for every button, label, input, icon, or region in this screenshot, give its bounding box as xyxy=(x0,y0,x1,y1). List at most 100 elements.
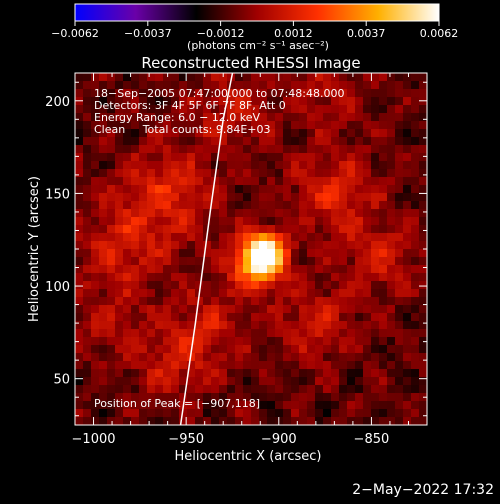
heatmap-cell xyxy=(171,145,180,154)
heatmap-cell xyxy=(219,73,228,82)
heatmap-cell xyxy=(83,209,92,218)
heatmap-cell xyxy=(187,145,196,154)
heatmap-cell xyxy=(163,241,172,250)
heatmap-cell xyxy=(155,161,164,170)
heatmap-cell xyxy=(235,161,244,170)
heatmap-cell xyxy=(139,129,148,138)
heatmap-cell xyxy=(147,217,156,226)
heatmap-cell xyxy=(155,281,164,290)
heatmap-cell xyxy=(371,385,380,394)
heatmap-cell xyxy=(211,233,220,242)
heatmap-cell xyxy=(131,345,140,354)
heatmap-cell xyxy=(179,217,188,226)
heatmap-cell xyxy=(259,361,268,370)
heatmap-cell xyxy=(115,409,124,418)
heatmap-cell xyxy=(347,209,356,218)
heatmap-cell xyxy=(323,145,332,154)
heatmap-cell xyxy=(315,185,324,194)
heatmap-cell xyxy=(195,401,204,410)
heatmap-cell xyxy=(163,393,172,402)
heatmap-cell xyxy=(259,153,268,162)
heatmap-cell xyxy=(235,313,244,322)
heatmap-cell xyxy=(411,393,420,402)
heatmap-cell xyxy=(387,305,396,314)
heatmap-cell xyxy=(299,209,308,218)
heatmap-cell xyxy=(83,177,92,186)
heatmap-cell xyxy=(211,73,220,82)
heatmap-cell xyxy=(91,353,100,362)
heatmap-cell xyxy=(91,105,100,114)
heatmap-cell xyxy=(75,129,84,138)
heatmap-cell xyxy=(147,73,156,82)
heatmap-cell xyxy=(75,345,84,354)
heatmap-cell xyxy=(283,273,292,282)
heatmap-cell xyxy=(387,81,396,90)
heatmap-cell xyxy=(115,273,124,282)
heatmap-cell xyxy=(187,257,196,266)
heatmap-cell xyxy=(371,89,380,98)
heatmap-cell xyxy=(267,337,276,346)
heatmap-cell xyxy=(275,201,284,210)
heatmap-cell xyxy=(299,329,308,338)
heatmap-cell xyxy=(155,185,164,194)
heatmap-cell xyxy=(379,345,388,354)
heatmap-cell xyxy=(179,353,188,362)
heatmap-cell xyxy=(411,289,420,298)
heatmap-cell xyxy=(83,393,92,402)
heatmap-cell xyxy=(75,281,84,290)
heatmap-cell xyxy=(155,321,164,330)
heatmap-cell xyxy=(171,345,180,354)
heatmap-cell xyxy=(107,97,116,106)
heatmap-cell xyxy=(331,153,340,162)
heatmap-cell xyxy=(115,81,124,90)
heatmap-cell xyxy=(363,97,372,106)
heatmap-cell xyxy=(371,217,380,226)
heatmap-cell xyxy=(147,257,156,266)
heatmap-cell xyxy=(115,185,124,194)
heatmap-cell xyxy=(147,193,156,202)
heatmap-cell xyxy=(395,321,404,330)
heatmap-cell xyxy=(419,105,427,114)
heatmap-cell xyxy=(283,353,292,362)
heatmap-cell xyxy=(243,361,252,370)
heatmap-cell xyxy=(115,177,124,186)
heatmap-cell xyxy=(363,353,372,362)
heatmap-cell xyxy=(115,105,124,114)
heatmap-cell xyxy=(187,313,196,322)
heatmap-cell xyxy=(139,409,148,418)
heatmap-cell xyxy=(235,137,244,146)
heatmap-cell xyxy=(179,377,188,386)
heatmap-cell xyxy=(155,313,164,322)
heatmap-cell xyxy=(179,281,188,290)
heatmap-cell xyxy=(163,97,172,106)
heatmap-cell xyxy=(203,345,212,354)
heatmap-cell xyxy=(123,353,132,362)
heatmap-cell xyxy=(203,393,212,402)
heatmap-cell xyxy=(187,281,196,290)
heatmap-cell xyxy=(163,273,172,282)
heatmap-cell xyxy=(323,105,332,114)
heatmap-cell xyxy=(235,369,244,378)
heatmap-cell xyxy=(187,273,196,282)
heatmap-cell xyxy=(355,137,364,146)
heatmap-cell xyxy=(371,353,380,362)
heatmap-cell xyxy=(147,321,156,330)
heatmap-cell xyxy=(307,297,316,306)
heatmap-cell xyxy=(259,417,268,425)
heatmap-cell xyxy=(299,113,308,122)
x-tick-label: −950 xyxy=(168,432,204,447)
heatmap-cell xyxy=(283,393,292,402)
heatmap-cell xyxy=(179,105,188,114)
heatmap-cell xyxy=(115,337,124,346)
heatmap-cell xyxy=(347,257,356,266)
heatmap-cell xyxy=(251,265,260,274)
heatmap-cell xyxy=(123,89,132,98)
heatmap-cell xyxy=(267,89,276,98)
heatmap-cell xyxy=(323,377,332,386)
heatmap-cell xyxy=(91,185,100,194)
heatmap-cell xyxy=(339,209,348,218)
heatmap-cell xyxy=(411,401,420,410)
heatmap-cell xyxy=(195,233,204,242)
heatmap-cell xyxy=(235,73,244,82)
heatmap-cell xyxy=(163,297,172,306)
